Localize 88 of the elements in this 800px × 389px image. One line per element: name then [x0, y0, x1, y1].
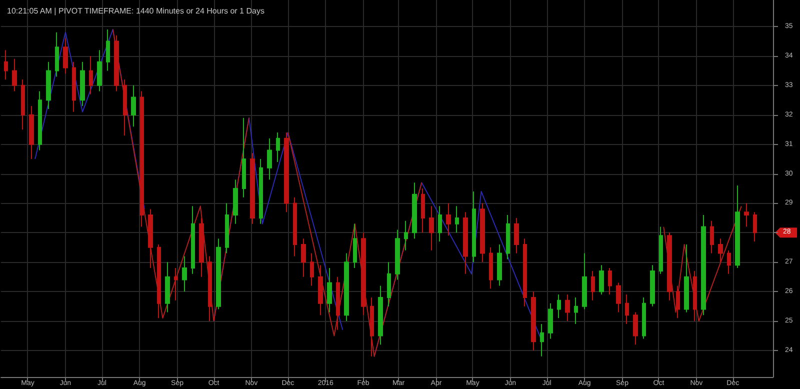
candlestick [591, 270, 595, 301]
candlestick [693, 270, 697, 322]
candlestick [438, 206, 442, 242]
candlestick [642, 296, 646, 340]
candlestick [301, 238, 306, 278]
candlestick [225, 202, 229, 254]
candlestick [667, 232, 672, 301]
candlestick [199, 217, 204, 278]
candlestick [616, 282, 621, 313]
candlestick [182, 256, 187, 292]
candlestick [344, 252, 349, 322]
candlestick [497, 244, 502, 286]
candlestick [463, 212, 468, 274]
candlestick [131, 84, 136, 128]
candlestick [387, 262, 391, 307]
candlestick [753, 212, 757, 242]
candlestick [12, 58, 17, 92]
candlestick [506, 214, 510, 260]
candlestick [123, 79, 127, 136]
candlestick [72, 61, 76, 112]
candlestick [472, 190, 476, 263]
candlestick [361, 232, 366, 316]
candlestick [97, 50, 102, 92]
candlestick [523, 238, 527, 307]
candlestick [489, 246, 493, 290]
candlestick [421, 188, 425, 234]
candlestick [744, 202, 749, 228]
text: 10:21:05 AM | PIVOT TIMEFRAME: 1440 Minutes or 24 Hours or 1 Days [7, 6, 264, 16]
candlestick [548, 302, 553, 340]
candlestick [412, 182, 417, 240]
candlestick [718, 238, 723, 263]
candlestick [80, 61, 85, 107]
candlestick [480, 202, 485, 263]
candlestick [38, 90, 42, 151]
candlestick [29, 106, 34, 160]
candlestick [676, 285, 680, 319]
candlestick [455, 206, 459, 234]
candlestick [633, 312, 638, 346]
candlestick [21, 79, 25, 130]
candlestick [336, 276, 340, 330]
candlestick [727, 250, 731, 274]
candlestick [259, 158, 263, 224]
candlestick [250, 152, 255, 224]
candlestick [395, 229, 400, 280]
candlestick [599, 264, 604, 296]
candlestick [106, 28, 110, 72]
candlestick [582, 252, 587, 310]
candlestick [310, 252, 314, 286]
candlestick [46, 61, 51, 110]
candlestick [735, 185, 740, 269]
candlestick [684, 244, 689, 313]
candlestick [514, 217, 519, 254]
candlestick [557, 294, 561, 319]
candlestick [318, 264, 323, 316]
candlestick [55, 32, 59, 78]
candlestick [174, 268, 178, 301]
candlestick [191, 206, 195, 274]
candlestick [353, 223, 357, 269]
candlestick [327, 268, 332, 313]
candlestick [378, 285, 383, 346]
candlestick [276, 132, 280, 162]
candlestick [89, 55, 93, 95]
candlestick [650, 264, 655, 307]
candlestick [216, 238, 221, 310]
candlestick [208, 256, 212, 322]
candlestick [157, 244, 161, 319]
candlestick [608, 268, 612, 296]
candlestick [659, 226, 663, 274]
candlestick [625, 294, 629, 324]
candlestick [710, 220, 714, 254]
candlestick [429, 206, 434, 251]
candlestick [531, 291, 536, 351]
candlestick [565, 294, 570, 322]
candlestick [293, 196, 297, 257]
candlestick [701, 214, 706, 316]
candlestick [540, 323, 544, 357]
candlestick [165, 262, 170, 313]
candlestick [140, 90, 144, 228]
candlestick [284, 132, 289, 213]
candlestick [404, 220, 408, 251]
candlestick [233, 179, 238, 224]
candlestick [267, 138, 272, 180]
candlestick [446, 202, 451, 236]
candlestick [242, 117, 246, 198]
candlestick [574, 296, 578, 324]
candlestick [148, 208, 153, 269]
candlestick [4, 50, 8, 80]
candlestick [63, 38, 68, 74]
